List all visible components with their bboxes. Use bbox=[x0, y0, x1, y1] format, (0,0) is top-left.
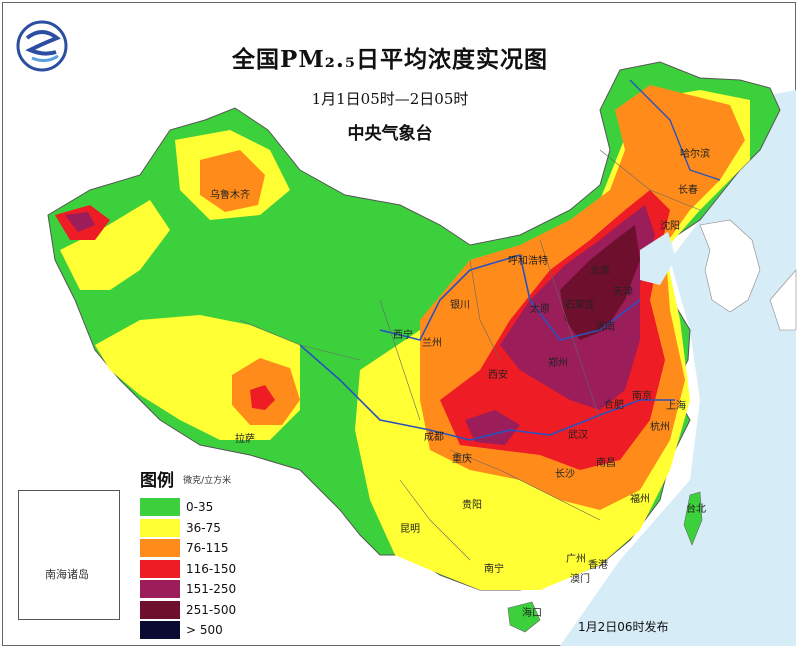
legend-item: 76-115 bbox=[140, 538, 236, 559]
zone-116-150-tibet bbox=[250, 385, 275, 410]
legend-item: 0-35 bbox=[140, 497, 236, 518]
city-label-nanjing: 南京 bbox=[632, 391, 652, 402]
legend-item: 36-75 bbox=[140, 518, 236, 539]
city-label-harbin: 哈尔滨 bbox=[680, 149, 710, 160]
map-title-block: 全国PM₂.₅日平均浓度实况图 1月1日05时—2日05时 中央气象台 bbox=[230, 40, 550, 144]
legend-label: 151-250 bbox=[186, 582, 237, 597]
city-label-kunming: 昆明 bbox=[400, 524, 420, 535]
legend-label: 36-75 bbox=[186, 520, 221, 535]
map-title: 全国PM₂.₅日平均浓度实况图 bbox=[232, 46, 548, 73]
zone-76-115-xinjiang bbox=[200, 150, 265, 212]
legend-unit: 微克/立方米 bbox=[183, 476, 232, 486]
city-label-guangzhou: 广州 bbox=[566, 554, 586, 565]
city-label-jinan: 济南 bbox=[595, 322, 615, 333]
cma-logo bbox=[16, 20, 68, 72]
inset-label: 南海诸岛 bbox=[45, 568, 89, 581]
city-label-changchun: 长春 bbox=[678, 185, 698, 196]
yellow-river bbox=[379, 253, 641, 341]
city-label-beijing: 北京 bbox=[590, 266, 610, 277]
agency-name: 中央气象台 bbox=[347, 124, 433, 144]
taiwan-island bbox=[683, 491, 703, 546]
city-label-xian: 西安 bbox=[488, 370, 508, 381]
hainan-island bbox=[507, 601, 541, 633]
legend-label: > 500 bbox=[186, 623, 223, 638]
city-label-shanghai: 上海 bbox=[666, 401, 686, 412]
time-range: 1月1日05时—2日05时 bbox=[311, 90, 469, 108]
city-label-hefei: 合肥 bbox=[604, 400, 624, 411]
legend-rows: 0-35 36-75 76-115 116-150 151-250 251-500 > 50… bbox=[140, 497, 236, 641]
city-label-hongkong: 香港 bbox=[588, 560, 608, 571]
city-label-lanzhou: 兰州 bbox=[422, 338, 442, 349]
legend-swatch bbox=[140, 539, 180, 558]
zone-36-75-west bbox=[60, 200, 170, 290]
yangtze-river bbox=[299, 344, 675, 441]
province-borders bbox=[239, 149, 701, 561]
city-label-nanning: 南宁 bbox=[484, 564, 504, 575]
legend-swatch bbox=[140, 580, 180, 599]
release-time: 1月2日06时发布 bbox=[578, 620, 669, 634]
legend-label: 0-35 bbox=[186, 500, 214, 515]
legend-label: 76-115 bbox=[186, 541, 229, 556]
zone-151-250-west bbox=[65, 212, 95, 232]
legend: 图例 微克/立方米 0-35 36-75 76-115 116-150 151-250 2… bbox=[140, 466, 236, 641]
legend-item: 116-150 bbox=[140, 559, 236, 580]
city-label-taipei: 台北 bbox=[686, 504, 706, 515]
legend-title: 图例 bbox=[140, 471, 174, 491]
city-label-wuhan: 武汉 bbox=[568, 430, 588, 441]
city-label-xining: 西宁 bbox=[393, 330, 413, 341]
city-label-lhasa: 拉萨 bbox=[235, 434, 255, 445]
city-label-chongqing: 重庆 bbox=[452, 454, 472, 465]
city-label-haikou: 海口 bbox=[522, 608, 542, 619]
heilongjiang-river bbox=[629, 79, 721, 181]
city-label-taiyuan: 太原 bbox=[530, 304, 550, 315]
legend-swatch bbox=[140, 600, 180, 619]
city-label-chengdu: 成都 bbox=[424, 432, 444, 443]
city-label-urumqi: 乌鲁木齐 bbox=[210, 190, 250, 201]
legend-label: 251-500 bbox=[186, 602, 237, 617]
city-label-guiyang: 贵阳 bbox=[462, 500, 482, 511]
city-label-shenyang: 沈阳 bbox=[660, 221, 680, 232]
city-label-tianjin: 天津 bbox=[613, 287, 633, 298]
city-label-hangzhou: 杭州 bbox=[650, 422, 670, 433]
city-label-macau: 澳门 bbox=[570, 574, 590, 585]
zone-251-500 bbox=[560, 225, 640, 340]
bohai-sea bbox=[640, 232, 676, 285]
korea-peninsula bbox=[699, 219, 761, 313]
south-china-sea-inset bbox=[18, 490, 120, 620]
legend-swatch bbox=[140, 498, 180, 517]
city-label-yinchuan: 银川 bbox=[450, 300, 470, 311]
city-label-changsha: 长沙 bbox=[555, 469, 575, 480]
legend-item: 151-250 bbox=[140, 579, 236, 600]
city-label-fuzhou: 福州 bbox=[630, 494, 650, 505]
japan-land bbox=[769, 269, 797, 331]
city-label-nanchang: 南昌 bbox=[596, 458, 616, 469]
city-label-shijiazhuang: 石家庄 bbox=[565, 300, 595, 311]
legend-label: 116-150 bbox=[186, 561, 237, 576]
legend-swatch bbox=[140, 621, 180, 640]
legend-swatch bbox=[140, 518, 180, 537]
city-label-hohhot: 呼和浩特 bbox=[508, 256, 548, 267]
zone-151-250-sichuan bbox=[465, 410, 520, 445]
city-label-zhengzhou: 郑州 bbox=[548, 358, 568, 369]
legend-swatch bbox=[140, 559, 180, 578]
legend-item: > 500 bbox=[140, 620, 236, 641]
legend-item: 251-500 bbox=[140, 600, 236, 621]
